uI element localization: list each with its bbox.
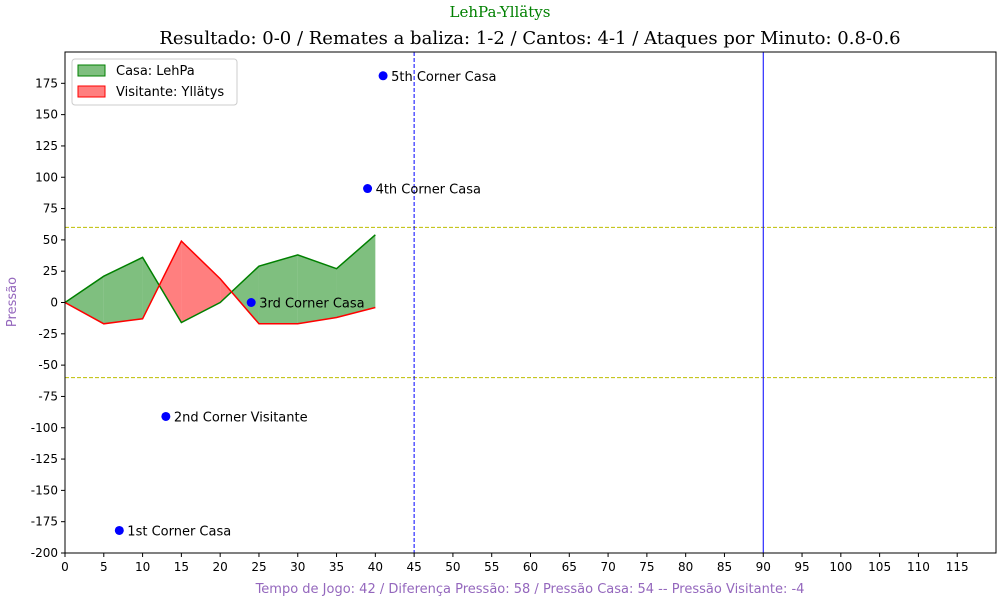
legend-label-home: Casa: LehPa [116,64,195,79]
corner-label: 4th Corner Casa [376,183,481,198]
away-pressure-area [220,278,232,303]
y-tick-label: -150 [31,483,58,497]
y-tick-label: -25 [38,327,58,341]
x-tick-label: 100 [829,560,852,574]
legend: Casa: LehPa Visitante: Yllätys [71,58,238,106]
x-tick-label: 25 [251,560,266,574]
y-tick-label: -175 [31,515,58,529]
corner-marker [161,411,171,421]
x-tick-label: 115 [946,560,969,574]
legend-label-away: Visitante: Yllätys [116,85,224,100]
y-tick-label: -100 [31,421,58,435]
x-axis-label: Tempo de Jogo: 42 / Diferença Pressão: 5… [255,582,805,597]
y-tick-label: 50 [43,233,58,247]
x-tick-label: 45 [406,560,421,574]
home-pressure-area [65,276,104,324]
corner-label: 1st Corner Casa [127,524,231,539]
y-tick-label: -50 [38,358,58,372]
y-axis-label: Pressão [5,277,20,327]
x-tick-label: 95 [794,560,809,574]
x-tick-label: 85 [717,560,732,574]
home-pressure-area [258,254,298,324]
home-pressure-line [65,234,376,324]
legend-swatch-home [77,64,106,77]
x-tick-label: 35 [329,560,344,574]
corner-label: 3rd Corner Casa [259,297,364,312]
home-pressure-area [336,234,376,318]
x-axis-ticks: 0 5 10 15 20 25 30 35 40 45 50 55 60 65 70 75 80 85 90 95 10… [61,553,969,574]
pressure-areas [65,234,376,324]
corner-markers: 1st Corner Casa 2nd Corner Visitante 3rd C… [114,70,496,539]
x-tick-label: 80 [678,560,693,574]
y-tick-label: 150 [35,108,58,122]
home-pressure-area [231,266,259,324]
y-tick-label: 25 [43,264,58,278]
x-tick-label: 90 [756,560,771,574]
x-tick-label: 70 [600,560,615,574]
pressure-lines [65,234,376,325]
legend-swatch-away [77,85,106,98]
y-axis-ticks: -200 -175 -150 -125 -100 -75 -50 -25 0 25 50 75 100 1… [31,76,65,560]
away-pressure-area [181,241,221,323]
y-tick-label: -200 [31,546,58,560]
x-tick-label: 10 [135,560,150,574]
y-tick-label: -75 [38,389,58,403]
x-tick-label: 15 [174,560,189,574]
x-tick-label: 0 [61,560,69,574]
y-tick-label: -125 [31,452,58,466]
x-tick-label: 40 [368,560,383,574]
x-tick-label: 5 [100,560,108,574]
reference-lines [65,52,996,553]
x-tick-label: 20 [213,560,228,574]
home-pressure-area [142,257,160,319]
chart-suptitle: LehPa-Yllätys [450,3,551,21]
x-tick-label: 60 [523,560,538,574]
home-pressure-area [103,257,143,324]
corner-label: 5th Corner Casa [391,70,496,85]
legend-box [71,58,238,106]
x-tick-label: 110 [907,560,930,574]
x-tick-label: 105 [868,560,891,574]
home-pressure-area [297,254,337,324]
y-tick-label: 125 [35,139,58,153]
chart-title: Resultado: 0-0 / Remates a baliza: 1-2 /… [159,28,900,49]
corner-marker [363,184,373,194]
corner-label: 2nd Corner Visitante [174,410,308,425]
corner-marker [246,298,256,307]
away-pressure-line [65,239,376,325]
x-tick-label: 50 [445,560,460,574]
y-tick-label: 175 [35,76,58,90]
x-tick-label: 75 [639,560,654,574]
y-tick-label: 75 [43,202,58,216]
away-pressure-area [159,241,182,323]
x-tick-label: 55 [484,560,499,574]
corner-marker [378,71,388,81]
corner-marker [114,525,124,535]
y-tick-label: 100 [35,170,58,184]
y-tick-label: 0 [50,296,58,310]
x-tick-label: 65 [562,560,577,574]
x-tick-label: 30 [290,560,305,574]
